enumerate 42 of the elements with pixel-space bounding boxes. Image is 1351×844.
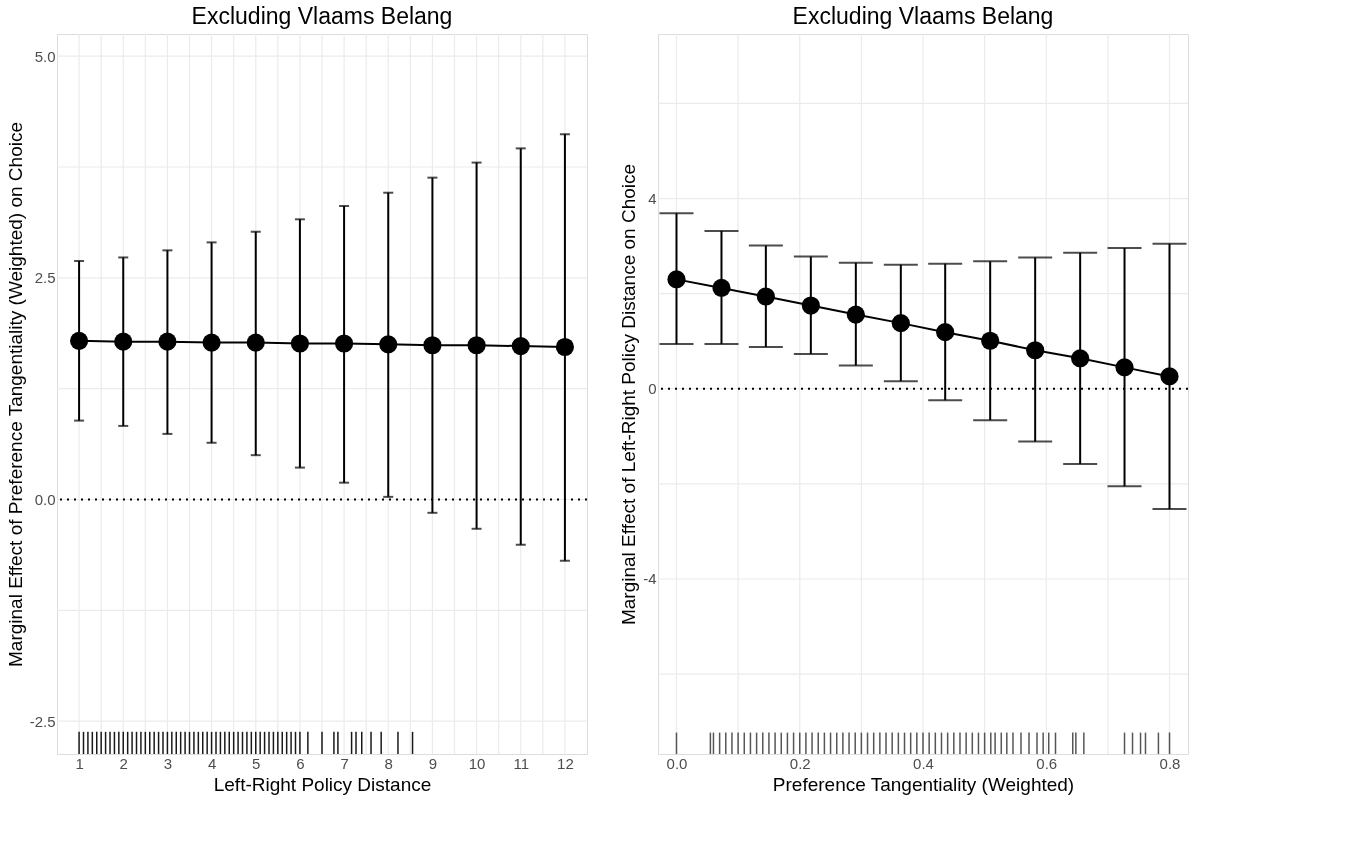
- x-tick-label: 0.2: [789, 754, 811, 772]
- y-tick-label: 5.0: [34, 47, 56, 65]
- chart-title: Excluding Vlaams Belang: [191, 3, 453, 30]
- x-tick-label: 0.8: [1159, 754, 1181, 772]
- x-tick-label: 7: [340, 754, 349, 772]
- x-axis-title: Preference Tangentiality (Weighted): [772, 773, 1075, 795]
- y-tick-label: -4: [643, 570, 657, 588]
- x-tick-label: 4: [207, 754, 217, 772]
- x-tick-label: 0.6: [1036, 754, 1058, 772]
- point: [981, 331, 1000, 350]
- point: [712, 278, 731, 298]
- point: [1026, 341, 1045, 360]
- y-tick-label: -2.5: [29, 712, 56, 730]
- y-axis-title: Marginal Effect of Preference Tangentiality (Weighted) on Choice: [4, 122, 26, 667]
- x-tick-label: 8: [384, 754, 393, 772]
- x-tick-label: 9: [428, 754, 438, 772]
- y-tick-label: 2.5: [34, 269, 56, 287]
- x-tick-label: 0.0: [666, 754, 688, 772]
- point: [667, 270, 686, 289]
- x-tick-label: 6: [296, 754, 305, 772]
- point: [756, 287, 775, 306]
- x-tick-label: 0.4: [913, 754, 934, 772]
- y-tick-label: 0.0: [34, 491, 56, 509]
- point: [891, 314, 910, 333]
- x-tick-label: 3: [163, 754, 173, 772]
- x-tick-label: 2: [119, 754, 128, 772]
- point: [846, 305, 865, 324]
- x-tick-label: 12: [557, 754, 574, 772]
- point: [1160, 367, 1179, 386]
- y-tick-label: 0: [648, 380, 657, 398]
- chart-title: Excluding Vlaams Belang: [792, 3, 1054, 30]
- point: [1115, 358, 1134, 377]
- x-axis-title: Left-Right Policy Distance: [213, 773, 432, 795]
- x-tick-label: 11: [513, 754, 530, 772]
- x-tick-label: 1: [75, 754, 84, 772]
- point: [801, 296, 820, 315]
- y-tick-label: 4: [648, 190, 657, 208]
- x-tick-label: 5: [252, 754, 261, 772]
- y-axis-title: Marginal Effect of Left-Right Policy Distance on Choice: [618, 163, 640, 626]
- x-tick-label: 10: [468, 754, 486, 772]
- point: [1071, 349, 1090, 368]
- point: [936, 323, 955, 342]
